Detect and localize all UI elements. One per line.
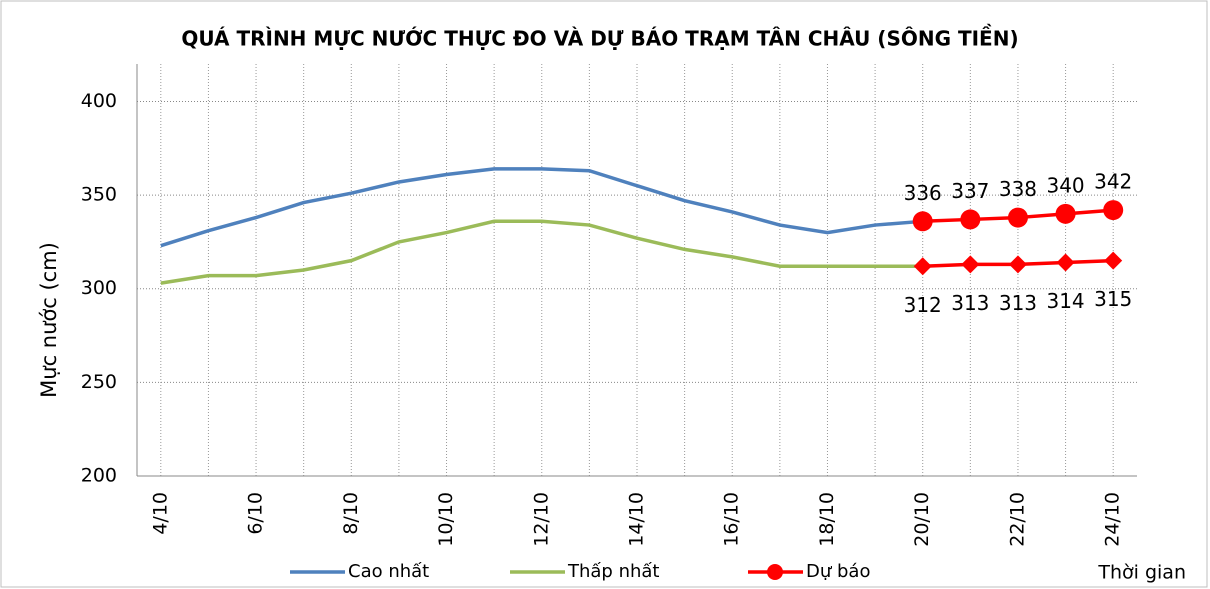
marker [1055, 203, 1076, 224]
y-tick-label: 300 [81, 277, 117, 299]
x-tick-label: 20/10 [911, 492, 933, 547]
data-label: 313 [999, 291, 1037, 315]
legend-label: Cao nhất [348, 561, 429, 582]
x-tick-label: 24/10 [1102, 492, 1124, 547]
y-tick-label: 200 [81, 465, 117, 487]
series-line [160, 219, 923, 285]
x-tick-label: 8/10 [340, 492, 362, 535]
x-tick-label: 14/10 [626, 492, 648, 547]
data-label: 314 [1046, 289, 1084, 313]
data-label: 338 [999, 177, 1037, 201]
data-label: 315 [1094, 287, 1132, 311]
x-tick-label: 22/10 [1006, 492, 1028, 547]
x-tick-label: 6/10 [245, 492, 267, 535]
y-tick-label: 350 [81, 184, 117, 206]
data-label: 342 [1094, 170, 1132, 194]
x-tick-label: 4/10 [149, 492, 171, 535]
marker [1007, 207, 1028, 228]
marker [1103, 200, 1124, 221]
legend-marker [767, 564, 783, 580]
data-label: 312 [904, 293, 942, 317]
y-tick-label: 250 [81, 371, 117, 393]
chart-title: QUÁ TRÌNH MỰC NƯỚC THỰC ĐO VÀ DỰ BÁO TRẠ… [181, 25, 1018, 51]
x-tick-label: 18/10 [816, 492, 838, 547]
marker [960, 209, 981, 230]
y-tick-label: 400 [81, 90, 117, 112]
marker [1104, 251, 1123, 270]
marker [1056, 253, 1075, 272]
legend-label: Dự báo [806, 561, 870, 582]
marker [913, 257, 932, 276]
data-label: 340 [1046, 173, 1084, 197]
y-axis-label: Mực nước (cm) [37, 242, 61, 398]
x-tick-label: 12/10 [530, 492, 552, 547]
data-label: 337 [951, 179, 989, 203]
data-label: 336 [904, 181, 942, 205]
x-tick-label: 10/10 [435, 492, 457, 547]
marker [1008, 255, 1027, 274]
x-axis-label: Thời gian [1097, 562, 1186, 584]
marker [912, 211, 933, 232]
legend-label: Thấp nhất [567, 561, 660, 582]
series-line [160, 167, 923, 248]
marker [961, 255, 980, 274]
data-label: 313 [951, 291, 989, 315]
x-tick-label: 16/10 [721, 492, 743, 547]
